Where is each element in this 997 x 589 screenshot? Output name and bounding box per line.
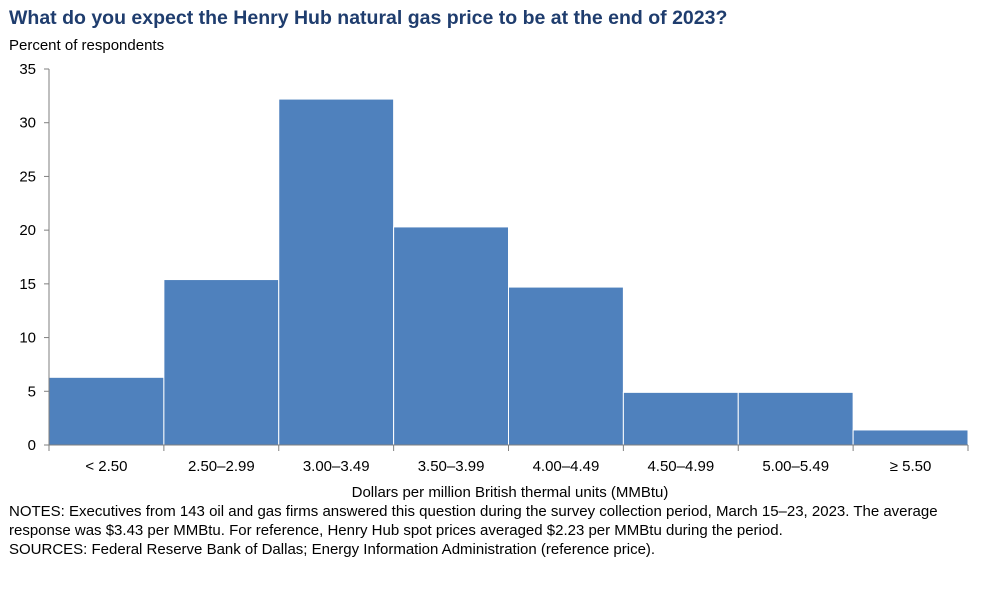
sources-text: SOURCES: Federal Reserve Bank of Dallas;… <box>9 541 656 558</box>
y-tick-label-0: 0 <box>28 437 36 454</box>
y-tick-label-20: 20 <box>19 222 36 239</box>
bar-chart: 0 5 10 15 20 25 30 35 < 2.50 2.50–2.99 3.00–3.49 3.… <box>19 61 969 500</box>
notes-block: NOTES: Executives from 143 oil and gas f… <box>9 502 984 559</box>
bar-7 <box>852 429 969 446</box>
bar-5 <box>622 391 739 446</box>
x-tick-label-4: 4.00–4.49 <box>533 458 600 475</box>
y-tick-label-30: 30 <box>19 115 36 132</box>
y-axis-label: Percent of respondents <box>9 37 165 54</box>
axes-group: 0 5 10 15 20 25 30 35 < 2.50 2.50–2.99 3.00–3.49 3.… <box>19 61 969 475</box>
y-tick-label-15: 15 <box>19 276 36 293</box>
bar-2 <box>278 98 395 446</box>
x-tick-label-1: 2.50–2.99 <box>188 458 255 475</box>
bars-group <box>48 98 969 446</box>
x-tick-label-0: < 2.50 <box>85 458 127 475</box>
y-tick-label-35: 35 <box>19 61 36 78</box>
bar-0 <box>48 376 165 446</box>
chart-title: What do you expect the Henry Hub natural… <box>9 7 728 29</box>
x-tick-label-2: 3.00–3.49 <box>303 458 370 475</box>
bar-6 <box>737 391 854 446</box>
notes-text: NOTES: Executives from 143 oil and gas f… <box>9 503 938 539</box>
bar-4 <box>508 286 624 446</box>
x-tick-label-5: 4.50–4.99 <box>647 458 714 475</box>
x-axis-label: Dollars per million British thermal unit… <box>352 484 669 500</box>
bar-3 <box>393 226 509 446</box>
y-tick-label-10: 10 <box>19 330 36 347</box>
bar-1 <box>163 279 280 446</box>
y-tick-label-25: 25 <box>19 168 36 185</box>
y-tick-label-5: 5 <box>28 383 36 400</box>
x-tick-label-6: 5.00–5.49 <box>762 458 829 475</box>
x-tick-label-3: 3.50–3.99 <box>418 458 485 475</box>
x-tick-label-7: ≥ 5.50 <box>890 458 932 475</box>
